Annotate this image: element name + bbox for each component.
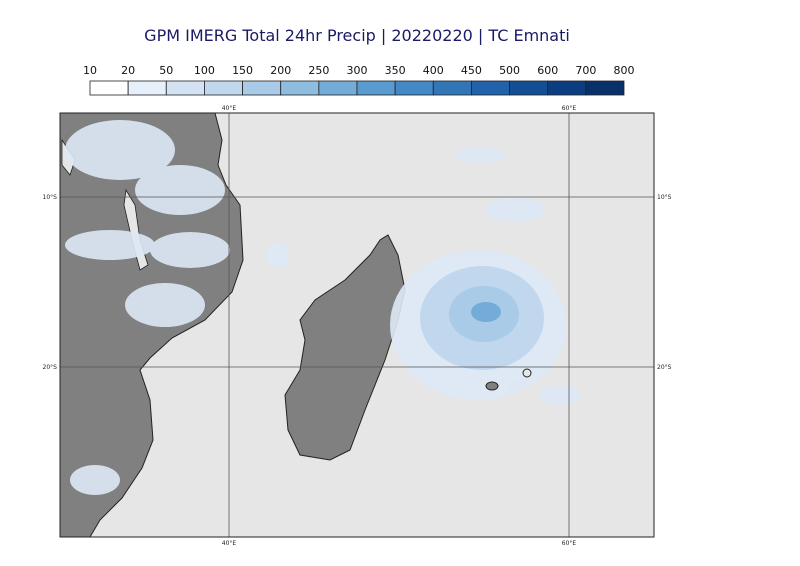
colorbar-box (394, 80, 434, 96)
lat-label: 20°S (657, 364, 672, 371)
colorbar-box (547, 80, 587, 96)
colorbar-box (204, 80, 243, 96)
colorbar-label: 50 (159, 64, 173, 77)
precip (471, 302, 501, 322)
colorbar-label: 300 (347, 64, 368, 77)
colorbar-box (471, 80, 510, 96)
colorbar-label: 200 (270, 64, 291, 77)
reunion (522, 368, 532, 378)
colorbar-box (165, 80, 205, 96)
colorbar-label: 500 (499, 64, 520, 77)
colorbar-label: 800 (614, 64, 635, 77)
colorbar-box (509, 80, 549, 96)
frame (59, 112, 655, 538)
colorbar-label: 100 (194, 64, 215, 77)
colorbar-box (280, 80, 320, 96)
lat-label: 10°S (43, 194, 58, 201)
colorbar-label: 700 (575, 64, 596, 77)
colorbar-box (432, 80, 472, 96)
colorbar-box (242, 80, 282, 96)
colorbar-box (127, 80, 167, 96)
lon-label: 60°E (562, 540, 577, 547)
colorbar-label: 400 (423, 64, 444, 77)
graticule (60, 113, 654, 537)
colorbar-label: 350 (385, 64, 406, 77)
lon-label: 60°E (562, 105, 577, 112)
colorbar-label: 600 (537, 64, 558, 77)
title: GPM IMERG Total 24hr Precip | 20220220 |… (144, 26, 570, 45)
colorbar-box (318, 80, 358, 96)
lat-label: 20°S (43, 364, 58, 371)
colorbar-box (356, 80, 396, 96)
lon-label: 40°E (222, 540, 237, 547)
colorbar-box (585, 80, 625, 96)
lat-label: 10°S (657, 194, 672, 201)
colorbar-label: 10 (83, 64, 97, 77)
lon-label: 40°E (222, 105, 237, 112)
colorbar-box (89, 80, 129, 96)
colorbar-label: 150 (232, 64, 253, 77)
colorbar-label: 250 (308, 64, 329, 77)
colorbar-label: 20 (121, 64, 135, 77)
map (60, 113, 654, 537)
mauritius (485, 381, 499, 391)
colorbar-label: 450 (461, 64, 482, 77)
colorbar: 10 20 50 100 150 200 250 300 350 400 450 500 600 700 8… (83, 64, 635, 96)
